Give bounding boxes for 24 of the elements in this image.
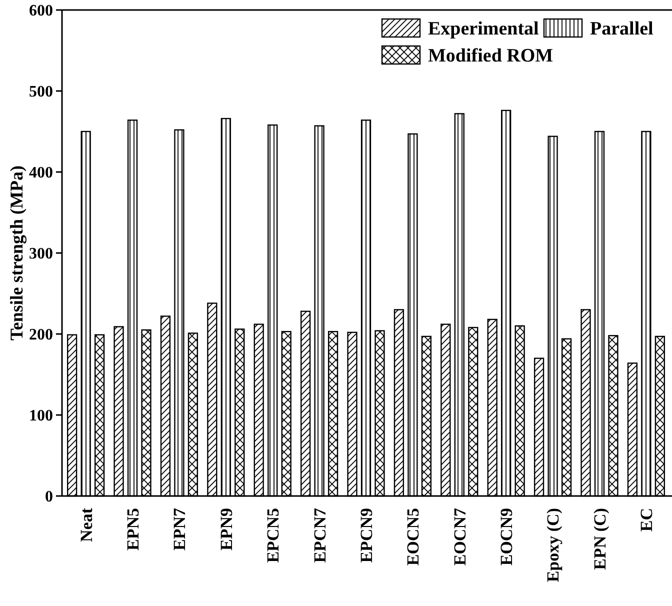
- x-tick-label: EPCN5: [264, 508, 283, 563]
- x-tick-label: EPN5: [123, 508, 142, 550]
- x-tick-label: EOCN7: [450, 508, 470, 566]
- legend-label: Experimental: [428, 18, 539, 40]
- x-tick-label: EOCN5: [404, 508, 423, 566]
- x-tick-label: EC: [637, 508, 656, 532]
- x-tick-label: EPN (C): [590, 508, 610, 570]
- legend-label: Parallel: [590, 18, 654, 40]
- x-tick-label: EPN7: [170, 508, 190, 550]
- x-tick-label: EOCN9: [497, 508, 516, 566]
- y-tick-label: 600: [29, 2, 53, 20]
- x-tick-label: EPN9: [216, 508, 236, 550]
- x-tick-label: Epoxy (C): [544, 508, 563, 582]
- y-tick-label: 0: [45, 488, 53, 506]
- y-tick-label: 400: [29, 164, 53, 182]
- y-tick-label: 200: [29, 326, 53, 344]
- y-axis-title: Tensile strength (MPa): [6, 166, 26, 340]
- x-tick-label: EPCN7: [310, 508, 330, 563]
- y-tick-label: 500: [29, 84, 53, 101]
- y-tick-label: 100: [29, 408, 53, 425]
- x-tick-label: Neat: [76, 508, 96, 542]
- legend-label: Modified ROM: [428, 46, 554, 67]
- y-tick-label: 300: [29, 246, 53, 263]
- x-tick-label: EPCN9: [356, 508, 376, 563]
